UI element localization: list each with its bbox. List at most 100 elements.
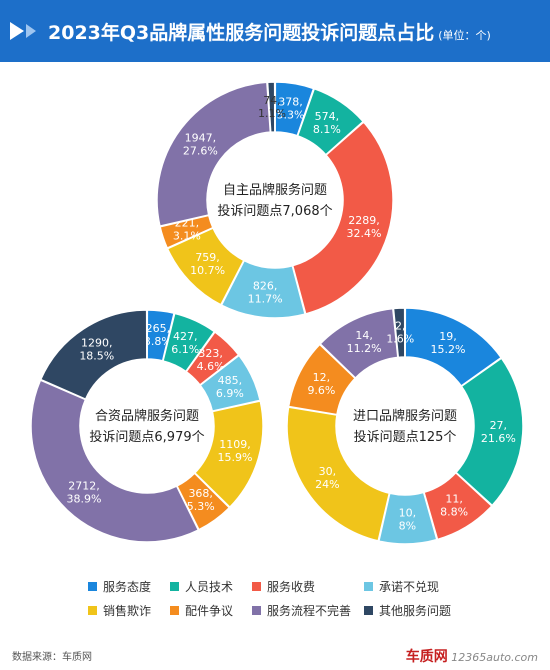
slice-8 <box>39 309 148 401</box>
donut-charts: 378, 5.3% 574, 8.1%2289, 32.4%826, 11.7%759, 1… <box>30 81 524 545</box>
slice-value: 265, <box>146 322 171 335</box>
slice-label-4: 10, 8% <box>399 506 417 532</box>
slice-percent: 15.9% <box>217 451 252 464</box>
slice-percent: 27.6% <box>183 144 218 157</box>
legend-label: 服务流程不完善 <box>267 604 352 618</box>
slice-value: 2, <box>395 320 406 333</box>
slice-value: 1109, <box>219 438 251 451</box>
slice-label-6: 368, 5.3% <box>187 487 215 513</box>
slice-value: 826, <box>253 279 278 292</box>
slice-value: 30, <box>319 465 337 478</box>
logo-main: 车质网 <box>405 649 448 665</box>
slice-label-2: 427, 6.1% <box>171 330 199 356</box>
legend-item: 承诺不兑现 <box>364 578 439 595</box>
site-logo: 车质网 12365auto.com <box>406 646 538 666</box>
legend-swatch <box>88 582 97 591</box>
legend-item: 销售欺诈 <box>88 602 151 619</box>
header-arrow-accent-icon <box>26 24 36 38</box>
slice-label-2: 27, 21.6% <box>481 419 516 445</box>
legend-swatch <box>252 606 261 615</box>
title-text: 2023年Q3品牌属性服务问题投诉问题点占比 <box>48 22 435 44</box>
legend-item: 服务收费 <box>252 578 315 595</box>
slice-label-3: 323, 4.6% <box>197 347 225 373</box>
slice-label-2: 574, 8.1% <box>313 110 341 136</box>
slice-label-7: 1947, 27.6% <box>183 131 218 157</box>
legend-label: 其他服务问题 <box>379 604 452 618</box>
slice-value: 378, <box>278 95 303 108</box>
slice-8 <box>266 81 276 133</box>
slice-value: 427, <box>173 330 198 343</box>
donut-center-title: 进口品牌服务问题 <box>353 408 457 424</box>
slice-value: 1290, <box>81 336 113 349</box>
legend-swatch <box>252 582 261 591</box>
donut-center-subtitle: 投诉问题点7,068个 <box>217 203 332 219</box>
slice-7 <box>156 81 272 227</box>
slice-5 <box>193 400 264 509</box>
slice-percent: 15.2% <box>430 343 465 356</box>
slice-value: 485, <box>218 374 243 387</box>
slice-label-3: 2289, 32.4% <box>347 214 382 240</box>
slice-label-8: 1290, 18.5% <box>79 336 114 362</box>
donut-chart-3: 19, 15.2% 27, 21.6% 11, 8.8% 10, 8% 30, 24% 12, 9.6… <box>286 307 524 545</box>
slice-percent: 18.5% <box>79 349 114 362</box>
legend-label: 人员技术 <box>185 580 234 594</box>
slice-percent: 8% <box>399 519 416 532</box>
slice-percent: 5.3% <box>187 500 215 513</box>
donut-center-title: 自主品牌服务问题 <box>223 182 327 198</box>
donut-chart-1: 378, 5.3% 574, 8.1% 2289, 32.4% 826, 11.7% 759, 1… <box>156 81 394 319</box>
donut-center-subtitle: 投诉问题点6,979个 <box>89 429 204 445</box>
legend-label: 承诺不兑现 <box>379 580 440 594</box>
legend-item: 配件争议 <box>170 602 233 619</box>
slice-label-6: 12, 9.6% <box>307 371 335 397</box>
slice-label-5: 1109, 15.9% <box>217 438 252 464</box>
legend-item: 人员技术 <box>170 578 233 595</box>
slice-percent: 21.6% <box>481 432 516 445</box>
slice-percent: 6.1% <box>171 343 199 356</box>
slice-1 <box>404 307 503 388</box>
slice-label-1: 265, 3.8% <box>144 322 172 348</box>
slice-label-7: 2712, 38.9% <box>67 479 102 505</box>
legend-swatch <box>170 582 179 591</box>
slice-percent: 24% <box>315 478 339 491</box>
slice-8 <box>392 307 406 359</box>
slice-label-4: 826, 11.7% <box>248 279 283 305</box>
slice-7 <box>30 379 200 543</box>
slice-label-3: 11, 8.8% <box>440 493 468 519</box>
slice-percent: 11.2% <box>347 342 382 355</box>
legend-swatch <box>88 606 97 615</box>
slice-percent: 8.1% <box>313 123 341 136</box>
slice-percent: 1.6% <box>386 333 414 346</box>
legend-label: 配件争议 <box>185 604 234 618</box>
slice-value: 12, <box>313 371 331 384</box>
legend-item: 服务态度 <box>88 578 151 595</box>
legend-swatch <box>364 606 373 615</box>
legend-swatch <box>364 582 373 591</box>
slice-percent: 9.6% <box>307 384 335 397</box>
slice-value: 19, <box>439 330 457 343</box>
slice-percent: 38.9% <box>67 492 102 505</box>
donut-center-title: 合资品牌服务问题 <box>95 408 199 424</box>
slice-3 <box>291 121 394 315</box>
donut-center-subtitle: 投诉问题点125个 <box>354 429 457 445</box>
slice-percent: 4.6% <box>197 360 225 373</box>
donut-chart-2: 265, 3.8% 427, 6.1% 323, 4.6%485, 6.9% 1109, 15.… <box>30 309 264 543</box>
slice-2 <box>454 357 524 507</box>
slice-value: 27, <box>490 419 508 432</box>
slice-value: 759, <box>195 251 220 264</box>
logo-sub: 12365auto.com <box>451 651 538 664</box>
legend-item: 其他服务问题 <box>364 602 451 619</box>
slice-value: 11, <box>445 493 463 506</box>
slice-percent: 11.7% <box>248 292 283 305</box>
slice-value: 2289, <box>348 214 380 227</box>
slice-percent: 8.8% <box>440 506 468 519</box>
slice-percent: 5.3% <box>277 108 305 121</box>
slice-label-4: 485, 6.9% <box>216 374 244 400</box>
legend-swatch <box>170 606 179 615</box>
legend-label: 服务收费 <box>267 580 316 594</box>
slice-percent: 3.1% <box>173 230 201 243</box>
slice-percent: 32.4% <box>347 227 382 240</box>
slice-value: 1947, <box>185 131 217 144</box>
slice-value: 574, <box>315 110 340 123</box>
slice-label-1: 378, 5.3% <box>277 95 305 121</box>
